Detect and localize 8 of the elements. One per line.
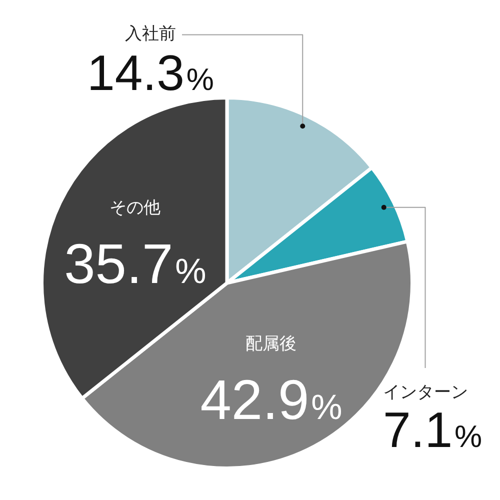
slice-label: インターン — [383, 382, 468, 402]
slice-label: 配属後 — [246, 334, 297, 354]
data-label: 42.9% — [200, 368, 342, 431]
data-label: 35.7% — [64, 232, 206, 295]
slice-label: 入社前 — [125, 24, 176, 44]
slice-label: その他 — [110, 198, 161, 218]
data-label: 7.1% — [383, 402, 482, 458]
data-label: 14.3% — [87, 44, 214, 101]
